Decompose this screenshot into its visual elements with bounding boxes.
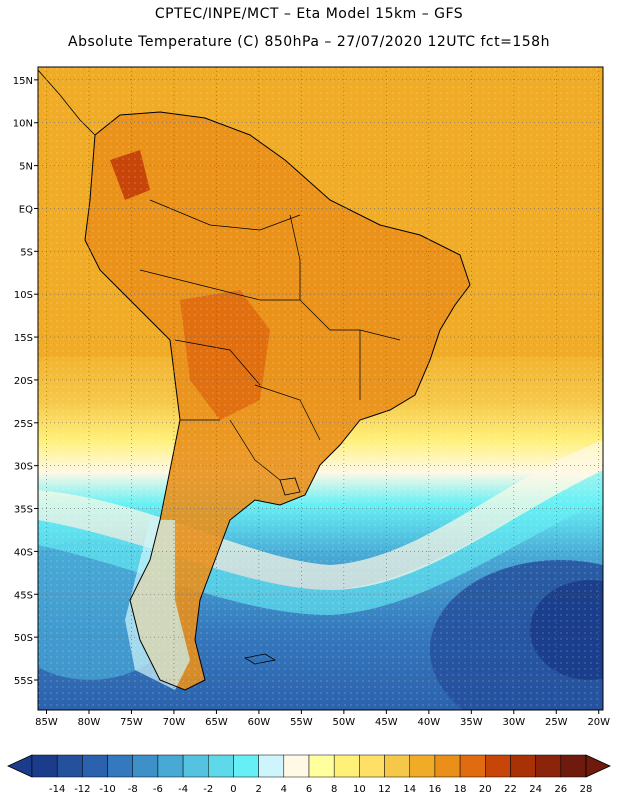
lat-tick-label: 40S (14, 547, 33, 558)
colorbar-label: 4 (281, 784, 287, 795)
colorbar-label: 22 (504, 784, 517, 795)
lon-tick-label: 85W (35, 717, 58, 728)
coastline (84, 111, 471, 691)
colorbar-label: 18 (454, 784, 467, 795)
colorbar-label: -8 (128, 784, 138, 795)
colorbar-label: 2 (255, 784, 261, 795)
uruguay-lagoon (279, 477, 301, 496)
longitude-ticks: 85W 80W 75W 70W 65W 60W 55W 50W 45W 40W 35W 30W 25W 2… (35, 710, 610, 728)
colorbar-swatch (31, 754, 58, 778)
lat-tick-label: 5N (19, 162, 33, 173)
colorbar-swatch (157, 754, 184, 778)
lat-tick-label: 10S (14, 290, 33, 301)
colorbar-arrow-right (585, 754, 611, 778)
lon-tick-label: 75W (120, 717, 143, 728)
colorbar-label: 10 (353, 784, 366, 795)
colorbar-swatch (359, 754, 385, 778)
colorbar-swatch (485, 754, 511, 778)
lon-tick-label: 80W (78, 717, 101, 728)
central-america (38, 69, 96, 136)
field-layer (38, 67, 603, 710)
colorbar-swatch (510, 754, 536, 778)
colorbar-swatch (308, 754, 335, 778)
colorbar-label: -4 (178, 784, 188, 795)
lon-tick-label: 50W (333, 717, 356, 728)
colorbar-label: 26 (554, 784, 567, 795)
falkland-islands (243, 653, 277, 665)
lat-tick-label: EQ (19, 204, 33, 215)
texture (38, 67, 603, 710)
colorbar-label: 24 (529, 784, 542, 795)
colorbar-swatch (182, 754, 209, 778)
colorbar-swatch (258, 754, 285, 778)
lon-tick-label: 65W (205, 717, 228, 728)
colorbar-swatch (107, 754, 133, 778)
colorbar-label: 8 (331, 784, 337, 795)
lat-tick-label: 35S (14, 505, 33, 516)
lat-tick-label: 50S (14, 633, 33, 644)
colorbar-label: -2 (203, 784, 213, 795)
latitude-ticks: 15N 10N 5N EQ 5S 10S 15S 20S 25S 30S 35S 40S 45S 50S 5… (13, 76, 38, 687)
title-line-2: Absolute Temperature (C) 850hPa – 27/07/… (68, 34, 550, 50)
colorbar-swatch (535, 754, 562, 778)
lon-tick-label: 45W (375, 717, 398, 728)
colorbar-label: -10 (99, 784, 115, 795)
colorbar-swatch (82, 754, 108, 778)
lat-tick-label: 20S (14, 376, 33, 387)
colorbar-swatch (459, 754, 486, 778)
lat-tick-label: 55S (14, 676, 33, 687)
lat-tick-label: 5S (20, 247, 33, 258)
colorbar-label: -14 (49, 784, 65, 795)
colorbar-swatch (233, 754, 259, 778)
lon-tick-label: 30W (502, 717, 525, 728)
colorbar-swatch (208, 754, 234, 778)
lon-tick-label: 40W (418, 717, 441, 728)
lat-tick-label: 45S (14, 590, 33, 601)
lat-tick-label: 30S (14, 462, 33, 473)
colorbar-swatch (283, 754, 310, 778)
colorbar-label: 16 (429, 784, 442, 795)
country-borders (139, 199, 401, 481)
title-line-1: CPTEC/INPE/MCT – Eta Model 15km – GFS (154, 6, 464, 22)
colorbar-swatch (384, 754, 410, 778)
colorbar: -14 -12 -10 -8 -6 -4 -2 0 2 4 6 8 10 12 14 16 18 20 22 24 26… (7, 754, 611, 795)
colorbar-swatch (333, 754, 360, 778)
colorbar-label: -12 (74, 784, 90, 795)
lat-tick-label: 15N (13, 76, 33, 87)
lon-tick-label: 55W (290, 717, 313, 728)
colorbar-swatch (560, 754, 587, 778)
lon-tick-label: 20W (587, 717, 610, 728)
lat-tick-label: 10N (13, 119, 33, 130)
colorbar-label: 6 (306, 784, 312, 795)
colorbar-swatch (434, 754, 461, 778)
colorbar-swatch (56, 754, 83, 778)
map-frame (37, 66, 604, 711)
lat-tick-label: 25S (14, 419, 33, 430)
colorbar-label: 14 (403, 784, 416, 795)
colorbar-label: 0 (230, 784, 236, 795)
colorbar-label: 28 (580, 784, 593, 795)
lon-tick-label: 60W (248, 717, 271, 728)
colorbar-arrow-left (7, 754, 33, 778)
lat-tick-label: 15S (14, 333, 33, 344)
colorbar-label: -6 (153, 784, 163, 795)
colorbar-label: 20 (479, 784, 492, 795)
colorbar-swatch (132, 754, 159, 778)
colorbar-swatch (409, 754, 436, 778)
lon-tick-label: 70W (163, 717, 186, 728)
lon-tick-label: 25W (545, 717, 568, 728)
colorbar-label: 12 (378, 784, 391, 795)
lon-tick-label: 35W (460, 717, 483, 728)
